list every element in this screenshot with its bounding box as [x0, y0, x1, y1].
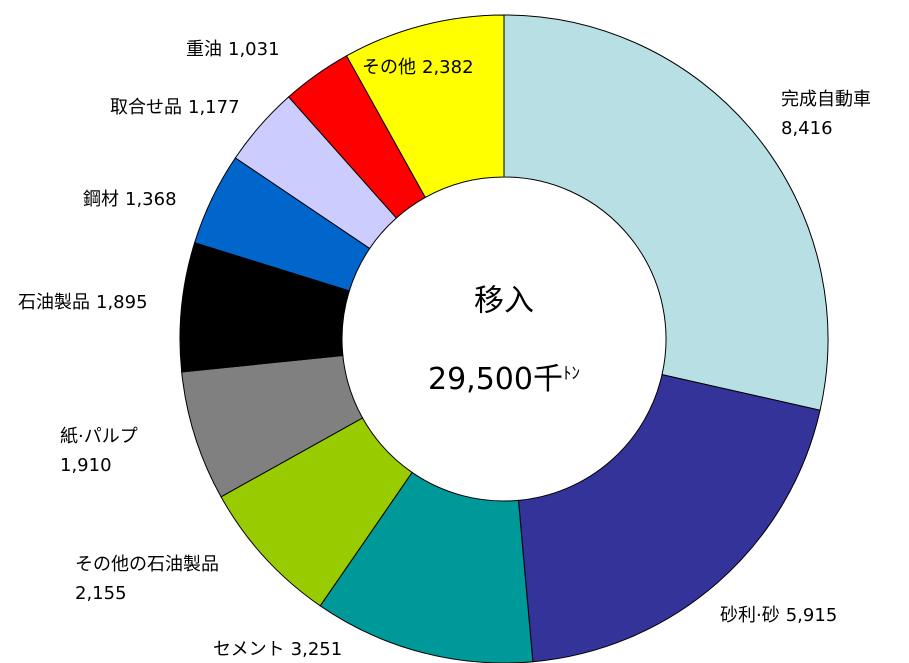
category-label: 重油	[186, 39, 222, 60]
value-label: 2,382	[422, 57, 474, 78]
center-title: 移入	[474, 284, 534, 319]
total-value: 29,500千	[428, 362, 563, 397]
total-unit: ﾄﾝ	[563, 364, 580, 384]
category-label: その他の石油製品	[75, 554, 219, 575]
value-label: 5,915	[786, 605, 838, 626]
value-label: 3,251	[291, 639, 343, 660]
value-label: 1,177	[188, 97, 240, 118]
category-label: 紙·パルプ	[60, 426, 138, 447]
value-label: 1,031	[228, 39, 280, 60]
category-label: その他	[362, 57, 416, 78]
donut-slice	[503, 14, 829, 411]
data-label: その他 2,382	[362, 57, 474, 78]
category-label: 鋼材	[83, 189, 119, 210]
category-label: 砂利·砂	[720, 605, 780, 626]
donut-slice	[517, 374, 821, 663]
donut-slice	[345, 14, 505, 199]
value-label: 1,895	[96, 292, 148, 313]
value-label: 2,155	[75, 583, 127, 604]
data-label: 石油製品 1,895	[18, 292, 148, 313]
data-label: 鋼材 1,368	[83, 189, 177, 210]
category-label: 完成自動車	[781, 89, 871, 110]
data-label: セメント 3,251	[213, 639, 342, 660]
value-label: 1,910	[60, 455, 112, 476]
category-label: 取合せ品	[110, 97, 182, 118]
total-label: 29,500千ﾄﾝ	[428, 362, 580, 397]
value-label: 8,416	[781, 118, 833, 139]
category-label: セメント	[213, 639, 285, 660]
data-label: 取合せ品 1,177	[110, 97, 240, 118]
value-label: 1,368	[125, 189, 177, 210]
category-label: 石油製品	[18, 292, 90, 313]
data-label: 重油 1,031	[186, 39, 280, 60]
data-label: 砂利·砂 5,915	[720, 605, 837, 626]
